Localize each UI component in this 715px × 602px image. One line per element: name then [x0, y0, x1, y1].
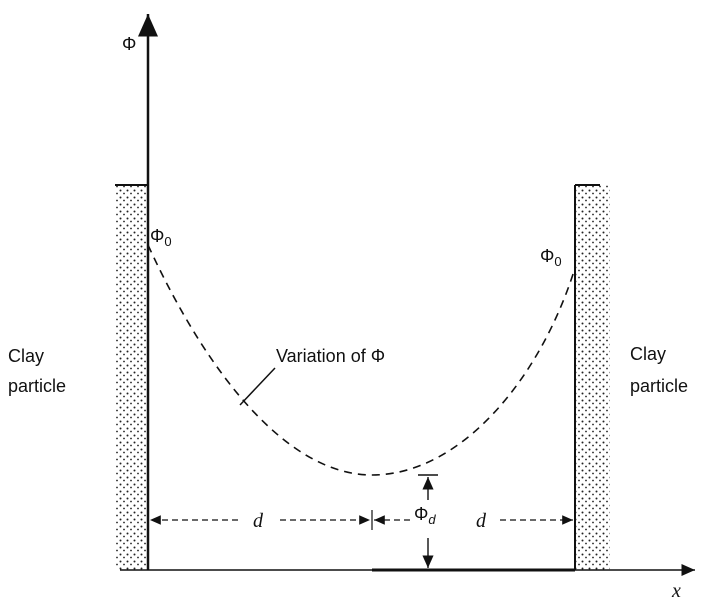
symbol: Φ	[414, 504, 428, 524]
subscript: 0	[164, 234, 171, 249]
right-distance: d	[476, 510, 487, 532]
left-distance: d	[253, 510, 264, 532]
subscript: d	[428, 512, 436, 527]
diagram: Φ x Φ0 Φ0 Variation of Φ Clay particle C…	[0, 0, 715, 602]
right-potential: Φ0	[540, 246, 562, 269]
y-axis-label: Φ	[122, 34, 136, 54]
curve-pointer	[240, 368, 275, 405]
curve-label: Variation of Φ	[276, 346, 385, 366]
symbol: Φ	[150, 226, 164, 246]
right-particle-line: Clay	[630, 344, 666, 364]
left-clay-particle	[115, 185, 148, 570]
symbol: Φ	[540, 246, 554, 266]
x-axis-label: x	[671, 580, 681, 602]
left-particle-line: Clay	[8, 346, 44, 366]
right-particle-line: particle	[630, 376, 688, 396]
left-potential: Φ0	[150, 226, 172, 249]
left-particle-line: particle	[8, 376, 66, 396]
right-clay-particle	[575, 185, 610, 570]
subscript: 0	[554, 254, 561, 269]
midplane-potential: Φd	[414, 504, 436, 527]
